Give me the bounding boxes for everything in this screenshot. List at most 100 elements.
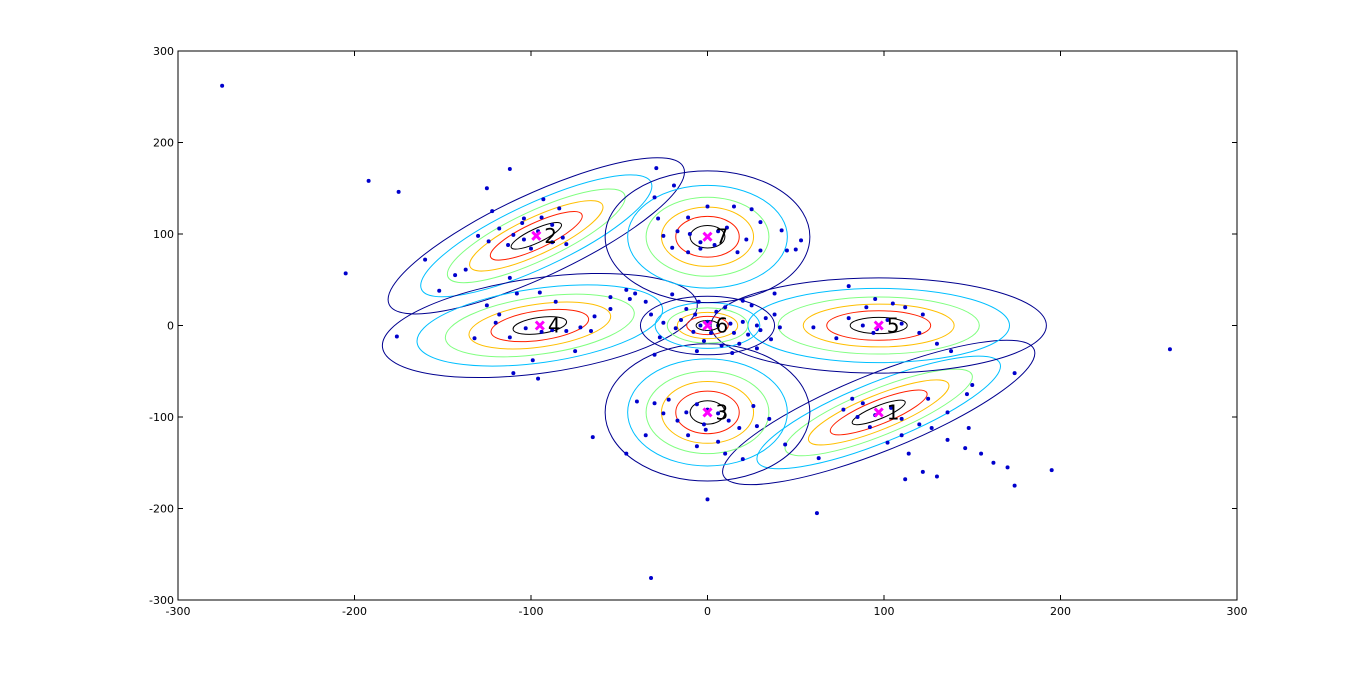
data-point	[716, 229, 721, 234]
data-point	[769, 337, 774, 342]
data-point	[506, 242, 511, 247]
contour-line-cluster-3	[660, 381, 755, 444]
data-point	[670, 292, 675, 297]
contour-line-cluster-5	[802, 303, 955, 348]
data-point	[816, 456, 821, 461]
data-point	[649, 576, 654, 581]
center-label-2: 2	[544, 224, 557, 248]
data-point	[649, 312, 654, 317]
data-points	[220, 83, 1172, 581]
data-point	[578, 325, 583, 330]
data-point	[484, 186, 489, 191]
contour-line-cluster-5	[710, 277, 1047, 374]
data-point	[507, 167, 512, 172]
data-point	[890, 301, 895, 306]
data-point	[679, 318, 684, 323]
data-point	[694, 349, 699, 354]
x-tick-label: -100	[519, 605, 544, 618]
data-point	[730, 350, 735, 355]
contour-line-cluster-3	[627, 358, 788, 467]
data-point	[694, 444, 699, 449]
data-point	[666, 397, 671, 402]
data-point	[737, 425, 742, 430]
data-point	[744, 237, 749, 242]
contour-line-cluster-2	[469, 200, 604, 272]
data-point	[703, 427, 708, 432]
x-tick-label: -200	[342, 605, 367, 618]
data-point	[964, 392, 969, 397]
data-point	[463, 267, 468, 272]
data-point	[705, 497, 710, 502]
data-point	[521, 216, 526, 221]
data-point	[763, 316, 768, 321]
contour-line-cluster-2	[420, 174, 653, 298]
data-point	[860, 323, 865, 328]
data-point	[754, 323, 759, 328]
data-point	[767, 416, 772, 421]
y-tick-label: -300	[149, 594, 174, 607]
center-label-5: 5	[887, 314, 900, 338]
data-point	[929, 425, 934, 430]
data-point	[712, 242, 717, 247]
data-point	[917, 330, 922, 335]
data-point	[772, 291, 777, 296]
data-point	[754, 424, 759, 429]
contour-line-cluster-2	[489, 211, 583, 261]
contour-line-cluster-7	[675, 215, 740, 258]
data-point	[557, 206, 562, 211]
data-point	[751, 404, 756, 409]
data-point	[686, 433, 691, 438]
data-point	[671, 183, 676, 188]
data-point	[1012, 483, 1017, 488]
data-point	[926, 396, 931, 401]
data-point	[437, 288, 442, 293]
center-label-6: 6	[716, 314, 729, 338]
center-marker-6	[702, 320, 713, 331]
data-point	[652, 352, 657, 357]
contour-line-cluster-4	[468, 301, 612, 350]
y-tick-label: 0	[167, 320, 174, 333]
contour-line-cluster-5	[826, 310, 932, 341]
data-point	[484, 303, 489, 308]
data-point	[624, 451, 629, 456]
data-point	[1167, 347, 1172, 352]
data-point	[966, 425, 971, 430]
data-point	[783, 442, 788, 447]
data-point	[453, 273, 458, 278]
data-point	[686, 215, 691, 220]
data-point	[799, 238, 804, 243]
data-point	[920, 312, 925, 317]
data-point	[684, 307, 689, 312]
data-point	[934, 474, 939, 479]
data-point	[885, 318, 890, 323]
data-point	[675, 229, 680, 234]
data-point	[560, 235, 565, 240]
x-tick-label: 0	[704, 605, 711, 618]
data-point	[740, 298, 745, 303]
y-tick-label: -100	[149, 411, 174, 424]
data-point	[476, 233, 481, 238]
contour-line-cluster-1	[722, 339, 1036, 486]
data-point	[589, 328, 594, 333]
data-point	[550, 328, 555, 333]
data-point	[687, 232, 692, 236]
data-point	[945, 410, 950, 415]
data-point	[661, 320, 666, 325]
data-point	[396, 189, 401, 194]
data-point	[696, 299, 701, 304]
y-tick-label: 200	[153, 137, 174, 150]
data-point	[590, 435, 595, 440]
data-point	[537, 290, 542, 295]
data-point	[520, 221, 525, 226]
contour-line-cluster-4	[490, 308, 590, 343]
x-tick-label: 100	[874, 605, 895, 618]
data-point	[846, 316, 851, 321]
data-point	[777, 325, 782, 330]
axis-ticks: -300 -200 -100 0 100 200 300 -300 -200 -100 0 100 20…	[149, 45, 1247, 618]
data-point	[698, 246, 703, 251]
contour-line-cluster-5	[777, 296, 980, 355]
data-point	[949, 349, 954, 354]
data-point	[716, 411, 721, 416]
data-point	[740, 319, 745, 324]
data-point	[979, 451, 984, 456]
